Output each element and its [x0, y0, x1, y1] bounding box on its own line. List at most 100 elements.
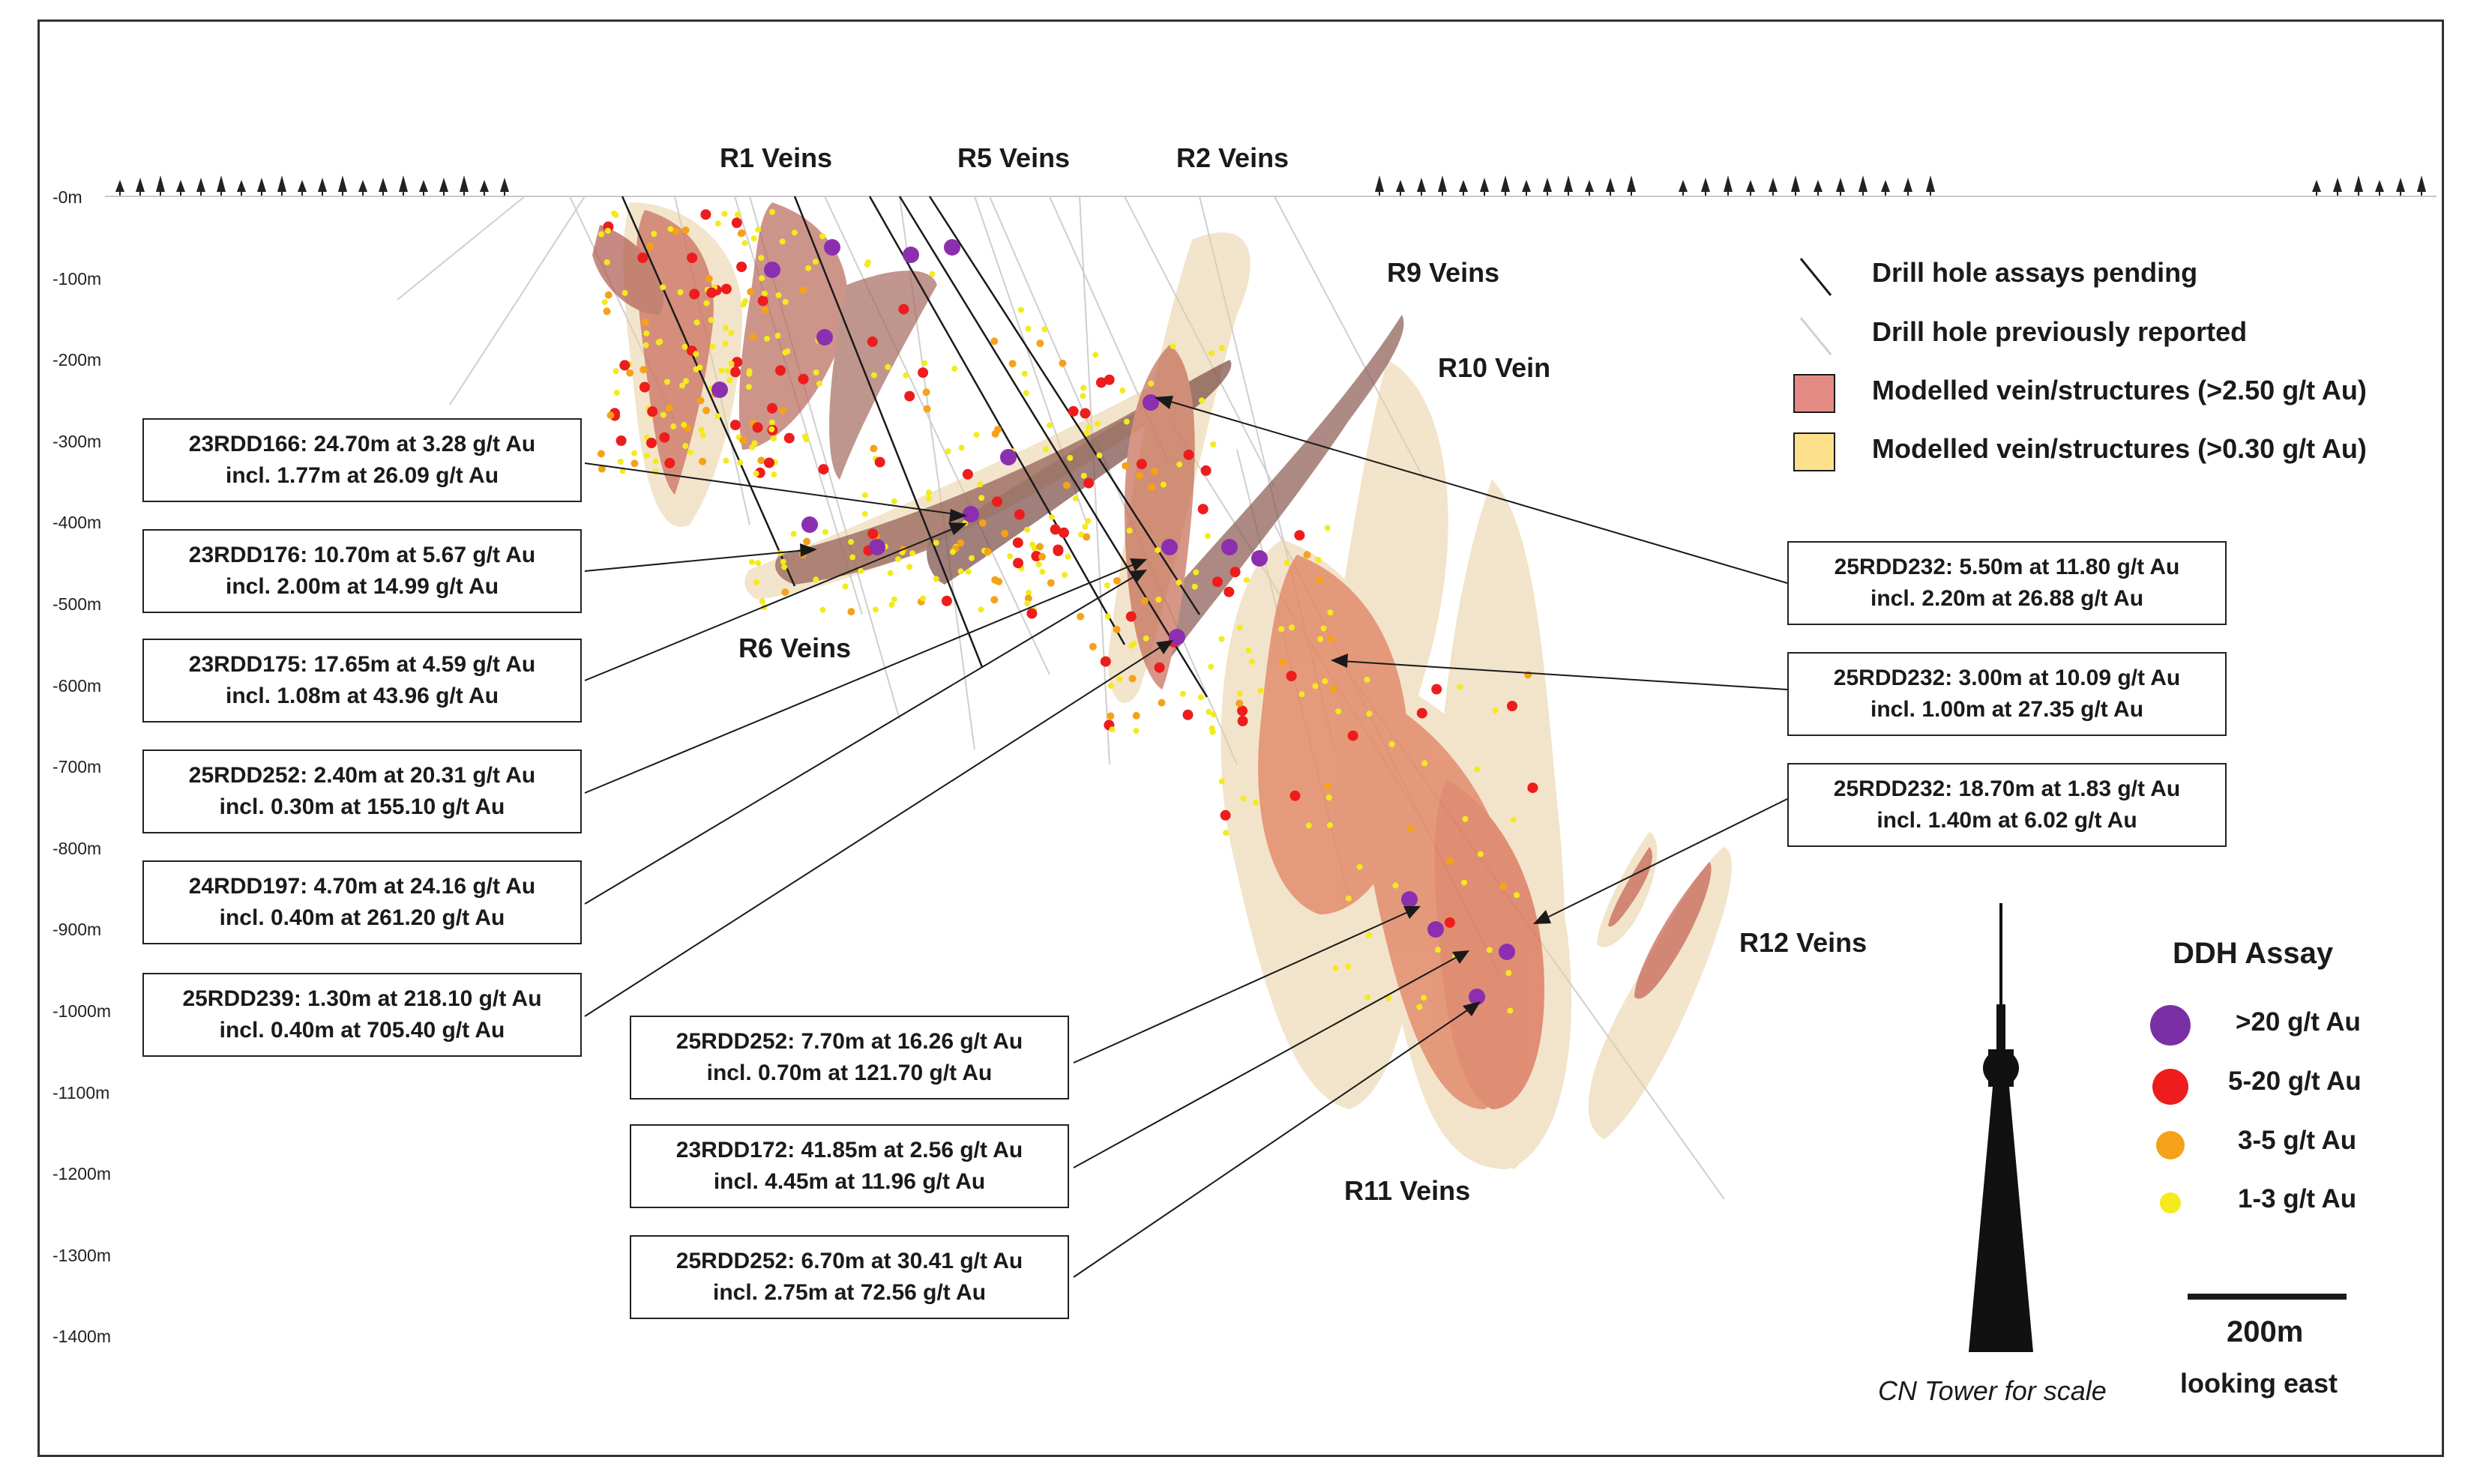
assay-dot [1461, 879, 1467, 886]
assay-legend-title: DDH Assay [2173, 937, 2334, 970]
legend-previous: Drill hole previously reported [1872, 316, 2248, 347]
assay-dot [925, 495, 932, 501]
r12-high-grade-shell-b [1608, 847, 1652, 927]
assay-dot [805, 265, 812, 271]
assay-dot [798, 373, 809, 384]
assay-dot [731, 217, 742, 229]
assay-dot [1136, 459, 1147, 470]
assay-dot [973, 432, 980, 438]
callout-25rdd239: 25RDD239: 1.30m at 218.10 g/t Au incl. 0.… [142, 973, 582, 1057]
assay-dot [1017, 307, 1024, 313]
callout-leaders [584, 399, 1788, 1278]
vein-label-r2: R2 Veins [1176, 142, 1289, 173]
assay-dot [737, 229, 745, 238]
assay-dot [1096, 452, 1103, 459]
assay-dot-high [1000, 449, 1017, 465]
assay-dot [752, 422, 763, 433]
assay-dot [700, 432, 706, 438]
assay-dot [611, 210, 618, 217]
tree-icon [1701, 178, 1710, 192]
assay-dot [1053, 546, 1064, 556]
tree-trunk [342, 192, 343, 196]
assay-dot [1160, 481, 1167, 488]
assay-dot [1278, 626, 1285, 633]
tree-icon [2417, 175, 2426, 192]
tree-icon [2312, 180, 2321, 192]
assay-dot [603, 307, 611, 316]
assay-dot [1320, 625, 1327, 632]
tree-icon [2396, 178, 2405, 192]
assay-dot [705, 274, 713, 283]
assay-dot [1014, 509, 1025, 520]
assay-dot [693, 319, 700, 326]
assay-dot [1510, 816, 1517, 823]
tree-icon [1858, 175, 1867, 192]
assay-dot [941, 595, 952, 606]
assay-dot [822, 528, 828, 535]
legend-high-grade: Modelled vein/structures (>2.50 g/t Au) [1872, 375, 2367, 405]
assay-dot [1023, 390, 1029, 396]
assay-dot [1067, 455, 1074, 461]
r6-high-grade-band-c [1139, 315, 1404, 660]
assay-dot [1236, 690, 1243, 697]
assay-dot [1224, 586, 1235, 597]
assay-dot [681, 226, 690, 235]
depth-tick-label: -800m [52, 838, 102, 858]
assay-dot [849, 554, 856, 561]
assay-dot [1012, 537, 1023, 549]
assay-dot [803, 436, 810, 443]
assay-dot [1507, 1007, 1514, 1014]
tree-trunk [1484, 192, 1485, 196]
assay-dot [646, 438, 657, 448]
assay-dot [957, 539, 965, 547]
tree-icon [1903, 178, 1912, 192]
assay-dot [1435, 947, 1441, 953]
callout-25rdd252-c: 25RDD252: 6.70m at 30.41 g/t Au incl. 2.7… [630, 1235, 1069, 1319]
assay-dot [819, 606, 826, 613]
assay-dot-high [816, 329, 833, 346]
assay-dot [1104, 374, 1115, 385]
assay-dot [734, 211, 741, 218]
assay-dot [1143, 635, 1149, 642]
depth-tick-label: -700m [52, 757, 102, 777]
assay-dot [958, 444, 965, 451]
assay-dot [604, 259, 610, 265]
assay-dot [740, 301, 747, 308]
assay-dot [739, 436, 747, 444]
callout-25rdd232-a: 25RDD232: 5.50m at 11.80 g/t Au incl. 2.2… [1787, 541, 2227, 625]
assay-dot [990, 596, 999, 604]
tree-icon [318, 178, 327, 192]
assay-dot [978, 519, 987, 527]
assay-dot [1080, 472, 1087, 479]
depth-tick-label: -1100m [52, 1082, 110, 1103]
assay-dot [1446, 857, 1454, 865]
tree-icon [419, 180, 428, 192]
tree-icon [277, 175, 286, 192]
tree-trunk [1682, 192, 1684, 196]
assay-dot [677, 289, 684, 295]
assay-dot [1047, 422, 1053, 429]
assay-dot [1001, 529, 1009, 537]
assay-dot [813, 576, 819, 583]
tree-trunk [1568, 192, 1569, 196]
assay-dot [1204, 533, 1211, 540]
assay-dot [1499, 882, 1508, 890]
high-grade-legend-swatch [1793, 374, 1835, 413]
assay-dot [1191, 583, 1198, 590]
depth-tick-label: -400m [52, 513, 102, 533]
assay-dot [1043, 446, 1050, 453]
assay-legend-orange [2156, 1131, 2185, 1159]
assay-dot [782, 298, 789, 305]
tree-trunk [403, 192, 404, 196]
tree-trunk [1400, 192, 1401, 196]
assay-dot [1059, 359, 1067, 367]
assay-dot [1080, 393, 1086, 399]
assay-dot-high [944, 239, 960, 256]
r12-low-grade-shell [1588, 847, 1732, 1139]
assay-dot [1392, 882, 1399, 889]
tree-icon [115, 180, 124, 192]
vein-label-r10: R10 Vein [1438, 352, 1551, 383]
r12-high-grade-shell [1634, 862, 1712, 999]
assay-dot [714, 220, 721, 227]
assay-dot [887, 570, 894, 576]
